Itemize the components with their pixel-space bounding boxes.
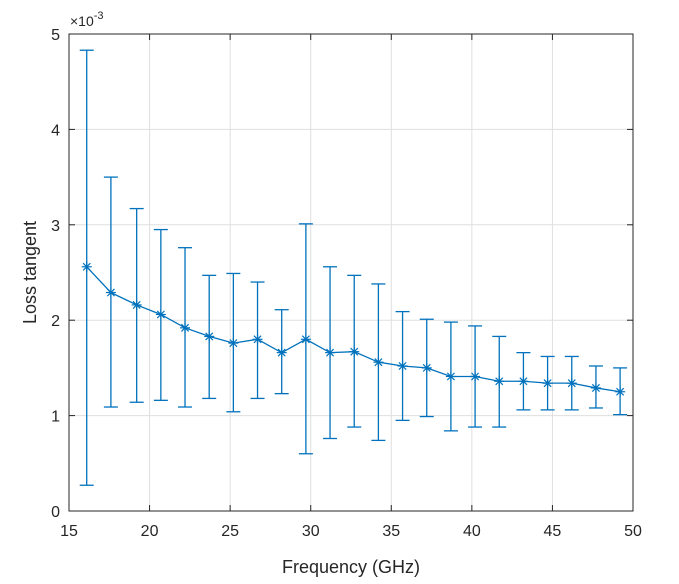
data-point-marker	[204, 331, 215, 342]
data-point-marker	[397, 360, 408, 371]
marker-stroke	[591, 383, 600, 392]
data-point-marker	[300, 334, 311, 345]
marker-stroke	[567, 379, 576, 388]
marker-stroke	[253, 335, 262, 344]
series-line	[86, 266, 621, 393]
marker-stroke	[471, 372, 480, 381]
data-point-marker	[518, 376, 529, 387]
marker-stroke	[229, 339, 238, 348]
x-tick-label: 35	[382, 523, 400, 540]
x-tick-label: 30	[302, 523, 320, 540]
data-point-marker	[566, 378, 577, 389]
marker-stroke	[82, 262, 91, 271]
x-tick-label: 40	[463, 523, 481, 540]
data-point-marker	[349, 346, 360, 357]
marker-stroke	[495, 377, 504, 386]
marker-stroke	[446, 372, 455, 381]
data-point-marker	[131, 299, 142, 310]
x-tick-label: 45	[544, 523, 562, 540]
x-tick-label: 25	[221, 523, 239, 540]
y-axis-label: Loss tangent	[20, 221, 40, 324]
x-tick-label: 50	[624, 523, 642, 540]
data-point-marker	[228, 338, 239, 349]
marker-stroke	[156, 310, 165, 319]
data-point-marker	[81, 261, 92, 272]
data-point-marker	[494, 376, 505, 387]
y-tick-label: 4	[51, 122, 60, 139]
marker-stroke	[277, 348, 286, 357]
marker-stroke	[132, 300, 141, 309]
x-tick-label: 20	[141, 523, 159, 540]
y-axis-multiplier-exponent: -3	[94, 10, 104, 22]
marker-stroke	[205, 332, 214, 341]
marker-stroke	[374, 358, 383, 367]
data-point-marker	[155, 309, 166, 320]
y-tick-label: 0	[51, 504, 60, 521]
plot-frame	[68, 33, 634, 512]
marker-stroke	[180, 323, 190, 332]
y-tick-label: 2	[51, 313, 60, 330]
y-axis-multiplier: ×10-3	[70, 10, 104, 29]
data-point-marker	[276, 347, 287, 358]
grid-layer	[69, 34, 633, 511]
data-point-marker	[421, 362, 432, 373]
marker-stroke	[422, 363, 431, 372]
data-point-marker	[470, 371, 481, 382]
marker-stroke	[543, 379, 552, 388]
data-point-marker	[590, 382, 601, 393]
marker-stroke	[301, 335, 310, 344]
marker-stroke	[519, 377, 528, 386]
data-point-marker	[615, 386, 626, 397]
data-point-marker	[252, 334, 263, 345]
y-tick-label: 3	[51, 218, 60, 235]
data-layer	[79, 49, 628, 486]
marker-stroke	[106, 288, 115, 297]
marker-stroke	[616, 387, 625, 396]
marker-stroke	[350, 347, 359, 356]
marker-stroke	[326, 348, 335, 357]
x-axis-label: Frequency (GHz)	[282, 557, 420, 577]
x-tick-label: 15	[60, 523, 78, 540]
data-point-marker	[445, 371, 456, 382]
data-point-marker	[373, 357, 384, 368]
data-point-marker	[542, 378, 553, 389]
data-point-marker	[180, 322, 191, 333]
y-tick-label: 1	[51, 409, 60, 426]
y-tick-label: 5	[51, 27, 60, 44]
label-layer: Frequency (GHz) Loss tangent ×10-3	[20, 10, 420, 577]
y-axis-multiplier-base: ×10	[70, 13, 94, 29]
marker-stroke	[398, 361, 407, 371]
data-point-marker	[325, 347, 336, 358]
data-point-marker	[105, 287, 116, 298]
